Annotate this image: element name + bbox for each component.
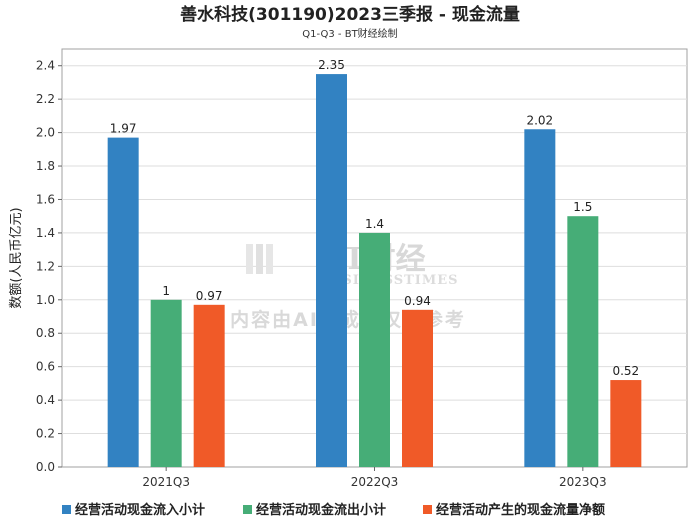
y-tick-label: 2.4 — [36, 59, 55, 73]
x-tick-label: 2023Q3 — [559, 475, 607, 489]
legend-swatch — [243, 505, 252, 514]
data-label: 1 — [162, 284, 170, 298]
legend-swatch — [423, 505, 432, 514]
y-axis: 0.0 0.2 0.4 0.6 0.8 1.0 1.2 1.4 1.6 1.8 2.0 2.2 2.4 — [36, 59, 62, 474]
bt-logo-icon — [246, 244, 273, 274]
bar — [193, 304, 225, 467]
bar — [316, 74, 347, 467]
legend: 经营活动现金流入小计 经营活动现金流出小计 经营活动产生的现金流量净额 — [62, 502, 605, 518]
legend-label: 经营活动现金流出小计 — [256, 502, 386, 518]
bar — [150, 299, 182, 467]
data-label: 0.97 — [196, 289, 223, 303]
data-label: 1.5 — [573, 200, 592, 214]
y-tick-label: 0.0 — [36, 460, 55, 474]
x-tick-label: 2022Q3 — [351, 475, 399, 489]
chart-subtitle: Q1-Q3 - BT财经绘制 — [302, 27, 397, 40]
data-label: 2.02 — [526, 113, 553, 127]
bar — [402, 309, 433, 467]
bar — [524, 129, 556, 468]
data-label: 1.4 — [365, 217, 384, 231]
data-label: 2.35 — [318, 58, 345, 72]
y-tick-label: 2.0 — [36, 126, 55, 140]
y-tick-label: 0.2 — [36, 427, 55, 441]
y-axis-label: 数额(人民币亿元) — [9, 207, 24, 308]
data-label: 1.97 — [110, 122, 137, 136]
chart-title: 善水科技(301190)2023三季报 - 现金流量 — [180, 4, 520, 25]
y-tick-label: 2.2 — [36, 92, 55, 106]
legend-label: 经营活动现金流入小计 — [75, 502, 205, 518]
y-tick-label: 0.4 — [36, 393, 55, 407]
y-tick-label: 0.8 — [36, 326, 55, 340]
y-tick-label: 1.2 — [36, 259, 55, 273]
data-label: 0.94 — [404, 294, 431, 308]
y-tick-label: 1.4 — [36, 226, 55, 240]
x-tick-label: 2021Q3 — [142, 475, 190, 489]
y-tick-label: 1.6 — [36, 192, 55, 206]
bar — [610, 380, 642, 467]
y-tick-label: 1.0 — [36, 293, 55, 307]
data-label: 0.52 — [612, 364, 639, 378]
x-axis: 2021Q3 2022Q3 2023Q3 — [142, 467, 607, 489]
legend-label: 经营活动产生的现金流量净额 — [436, 502, 605, 518]
y-tick-label: 0.6 — [36, 360, 55, 374]
legend-swatch — [62, 505, 71, 514]
bar — [359, 232, 390, 467]
y-tick-label: 1.8 — [36, 159, 55, 173]
bar — [107, 137, 139, 467]
bars: 1.97 1 0.97 2.35 1.4 0.94 2.02 1.5 0.52 — [107, 58, 642, 468]
bar — [567, 216, 599, 467]
